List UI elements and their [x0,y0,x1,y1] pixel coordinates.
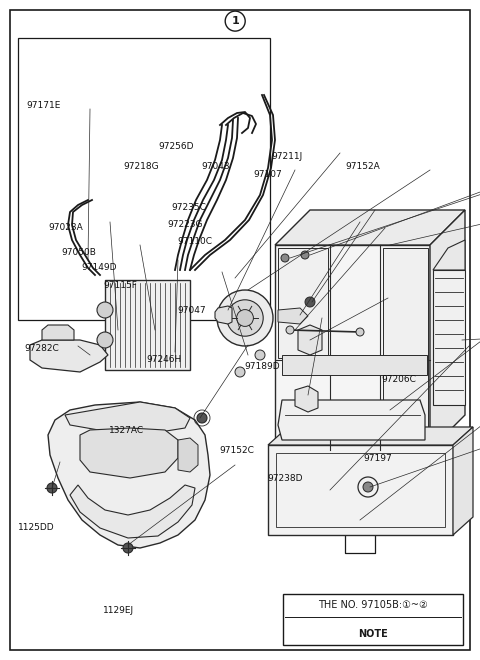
Polygon shape [433,240,465,270]
Circle shape [356,328,364,336]
Text: 97218G: 97218G [124,162,159,171]
Polygon shape [430,210,465,450]
Text: 97171E: 97171E [26,101,61,110]
Bar [276,453,445,527]
Polygon shape [278,400,425,440]
Circle shape [97,332,113,348]
Circle shape [47,483,57,493]
Polygon shape [80,428,178,478]
Polygon shape [178,438,198,472]
Text: 97115F: 97115F [103,280,137,290]
Text: 97238D: 97238D [267,474,302,483]
Text: 97282C: 97282C [24,344,59,353]
Text: 97152C: 97152C [220,446,255,455]
Circle shape [301,251,309,259]
Circle shape [255,350,265,360]
Text: 97023A: 97023A [48,223,83,232]
Text: 1: 1 [231,16,239,26]
Bar [433,270,465,405]
Bar [383,248,428,448]
Text: 97043: 97043 [202,162,230,171]
Text: 97050B: 97050B [61,248,96,257]
Text: 1125DD: 1125DD [18,523,55,533]
Polygon shape [295,386,318,412]
Bar [282,355,427,375]
Text: 97189D: 97189D [245,362,280,371]
Circle shape [363,482,373,492]
Polygon shape [70,485,195,538]
Polygon shape [65,402,190,432]
Circle shape [227,300,263,336]
Text: 97152A: 97152A [346,162,380,171]
Circle shape [235,367,245,377]
Polygon shape [268,445,453,535]
Polygon shape [453,427,473,535]
Polygon shape [268,427,473,445]
Polygon shape [48,402,210,548]
Text: THE NO. 97105B:①~②: THE NO. 97105B:①~② [318,601,428,610]
Text: 97107: 97107 [253,170,282,179]
Circle shape [197,413,207,423]
Circle shape [237,310,253,327]
Text: 97211J: 97211J [271,152,302,161]
Polygon shape [30,340,108,372]
Text: 97256D: 97256D [158,142,194,151]
Polygon shape [275,245,430,450]
Text: 1327AC: 1327AC [109,426,144,435]
Text: 97149D: 97149D [82,263,117,272]
Circle shape [286,326,294,334]
Text: 97110C: 97110C [178,237,213,246]
Bar [18,38,270,320]
Text: 97197: 97197 [364,454,393,463]
Text: 97206C: 97206C [382,375,417,384]
Circle shape [305,297,315,307]
Text: 97223G: 97223G [167,220,203,229]
Polygon shape [215,306,232,324]
Polygon shape [275,210,465,245]
Circle shape [97,302,113,318]
Bar [283,594,463,645]
Text: 1129EJ: 1129EJ [103,606,134,615]
Polygon shape [298,325,322,355]
Circle shape [123,543,133,553]
Text: 97047: 97047 [178,306,206,315]
Bar [278,248,328,358]
Text: 97246H: 97246H [146,355,181,364]
Bar [105,280,190,370]
Polygon shape [278,308,308,324]
Circle shape [217,290,273,346]
Text: 97235C: 97235C [172,203,207,213]
Text: NOTE: NOTE [359,629,388,639]
Circle shape [281,254,289,262]
Polygon shape [42,325,74,340]
